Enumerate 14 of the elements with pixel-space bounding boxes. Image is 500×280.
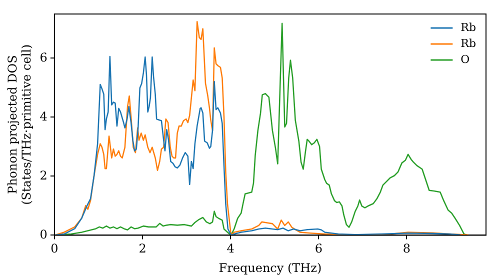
legend-label: Rb (460, 20, 476, 34)
y-tick-label: 6 (40, 50, 48, 64)
x-tick-label: 4 (226, 242, 235, 256)
x-tick-label: 8 (402, 242, 411, 256)
x-tick-label: 0 (50, 242, 58, 256)
y-tick-label: 0 (40, 227, 48, 242)
y-axis-title: Phonon projected DOS (States/THz·primitive cell) (5, 44, 34, 205)
x-tick-label: 6 (314, 242, 322, 256)
legend-label: O (460, 52, 470, 66)
y-tick-label: 2 (40, 168, 48, 182)
x-axis-title: Frequency (THz) (218, 260, 322, 275)
x-tick-label: 2 (138, 242, 146, 256)
legend-label: Rb (460, 36, 476, 50)
y-tick-label: 4 (40, 109, 48, 124)
